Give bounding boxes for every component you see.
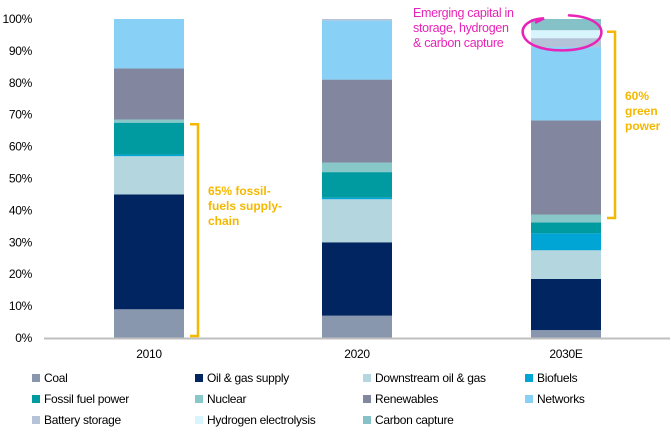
legend-label: Fossil fuel power: [44, 392, 129, 406]
bar-segment-networks: [114, 19, 184, 69]
bar-stack-2030e: [531, 19, 601, 338]
bar-segment-fossil-fuel-power: [322, 172, 392, 198]
legend-item-networks: Networks: [525, 391, 585, 407]
bar-segment-coal: [531, 330, 601, 338]
y-tick-label: 100%: [3, 12, 33, 26]
legend-item-renewables: Renewables: [363, 391, 438, 407]
legend-item-oil-and-gas-supply: Oil & gas supply: [195, 370, 289, 386]
annotation-text-line: power: [625, 119, 661, 133]
y-tick-label: 10%: [9, 299, 33, 313]
legend-item-carbon-capture: Carbon capture: [363, 412, 454, 428]
bar-segment-downstream-oil-and-gas: [531, 250, 601, 279]
x-tick-label: 2020: [344, 347, 370, 361]
annotation-text-line: 60%: [625, 89, 649, 103]
legend-label: Renewables: [375, 392, 439, 406]
legend-label: Oil & gas supply: [207, 371, 289, 385]
annotation-text-line: & carbon capture: [413, 36, 504, 50]
bar-segment-coal: [114, 309, 184, 338]
legend-label: Nuclear: [207, 392, 247, 406]
legend-label: Coal: [44, 371, 68, 385]
bar-segment-renewables: [322, 79, 392, 163]
bar-segment-downstream-oil-and-gas: [114, 156, 184, 195]
legend-item-coal: Coal: [32, 370, 68, 386]
annotations: 65% fossil-fuels supply-chain 60%greenpow…: [190, 6, 661, 338]
legend-item-nuclear: Nuclear: [195, 391, 247, 407]
bar-segment-biofuels: [531, 233, 601, 251]
legend: Coal Oil & gas supply Downstream oil & gas…: [0, 367, 671, 433]
y-axis: 0% 10% 20% 30% 40% 50% 60% 70% 80% 90% 100%: [3, 12, 33, 345]
legend-item-downstream-oil-and-gas: Downstream oil & gas: [363, 370, 486, 386]
bar-segment-oil-and-gas-supply: [322, 242, 392, 316]
legend-label: Battery storage: [44, 413, 121, 427]
x-tick-label: 2030E: [549, 347, 582, 361]
bar-segment-networks: [322, 20, 392, 80]
legend-swatch: [363, 395, 371, 403]
legend-swatch: [195, 374, 203, 382]
bar-segment-nuclear: [531, 214, 601, 223]
y-tick-label: 40%: [9, 203, 33, 217]
legend-swatch: [525, 395, 533, 403]
y-tick-label: 50%: [9, 172, 33, 186]
bar-stack-2020: [322, 19, 392, 338]
bar-segment-battery-storage: [531, 38, 601, 48]
bar-segment-biofuels: [322, 197, 392, 200]
bracket-line: [607, 30, 617, 220]
legend-item-battery-storage: Battery storage: [32, 412, 121, 428]
x-tick-label: 2010: [136, 347, 162, 361]
bracket-line: [190, 123, 200, 338]
y-tick-label: 30%: [9, 235, 33, 249]
legend-swatch: [525, 374, 533, 382]
y-tick-label: 20%: [9, 267, 33, 281]
bar-segment-renewables: [531, 120, 601, 215]
legend-swatch: [363, 374, 371, 382]
y-tick-label: 80%: [9, 76, 33, 90]
bar-segment-nuclear: [114, 119, 184, 123]
legend-item-hydrogen-electrolysis: Hydrogen electrolysis: [195, 412, 316, 428]
bar-segment-renewables: [114, 68, 184, 120]
stacked-bar-chart: 0%10%20%30%40%50%60%70%80%90%100% 2010 20…: [3, 6, 670, 361]
legend-label: Networks: [537, 392, 585, 406]
bar-segment-oil-and-gas-supply: [531, 278, 601, 331]
bars: [114, 19, 601, 338]
y-tick-label: 70%: [9, 108, 33, 122]
legend-swatch: [195, 416, 203, 424]
x-axis-labels: 2010 2020 2030E: [136, 347, 583, 361]
bar-segment-downstream-oil-and-gas: [322, 199, 392, 243]
annotation-bracket: 65% fossil-fuels supply-chain: [190, 123, 282, 338]
annotation-text-line: storage, hydrogen: [413, 21, 509, 35]
bar-segment-oil-and-gas-supply: [114, 194, 184, 310]
annotation-text-line: Emerging capital in: [413, 6, 514, 20]
bar-segment-networks: [531, 47, 601, 121]
bar-segment-coal: [322, 315, 392, 338]
y-tick-label: 0%: [15, 331, 32, 345]
annotation-text-line: 65% fossil-: [208, 184, 271, 198]
bar-segment-fossil-fuel-power: [531, 222, 601, 234]
legend-label: Carbon capture: [375, 413, 454, 427]
y-tick-label: 60%: [9, 140, 33, 154]
legend-label: Hydrogen electrolysis: [207, 413, 316, 427]
legend-swatch: [32, 374, 40, 382]
bar-stack-2010: [114, 19, 184, 338]
annotation-text-line: chain: [208, 214, 239, 228]
legend-swatch: [32, 395, 40, 403]
legend-item-fossil-fuel-power: Fossil fuel power: [32, 391, 129, 407]
legend-swatch: [363, 416, 371, 424]
legend-item-biofuels: Biofuels: [525, 370, 578, 386]
legend-swatch: [32, 416, 40, 424]
bar-segment-carbon-capture: [531, 19, 601, 31]
annotation-text-line: fuels supply-: [208, 199, 282, 213]
bar-segment-battery-storage: [322, 19, 392, 21]
legend-label: Biofuels: [537, 371, 578, 385]
legend-swatch: [195, 395, 203, 403]
legend-label: Downstream oil & gas: [375, 371, 486, 385]
bar-segment-biofuels: [114, 154, 184, 157]
highlight-circle: [521, 14, 603, 52]
bar-segment-hydrogen-electrolysis: [531, 30, 601, 39]
bar-segment-fossil-fuel-power: [114, 122, 184, 155]
bar-segment-nuclear: [322, 162, 392, 173]
y-tick-label: 90%: [9, 44, 33, 58]
annotation-text-line: green: [625, 104, 658, 118]
